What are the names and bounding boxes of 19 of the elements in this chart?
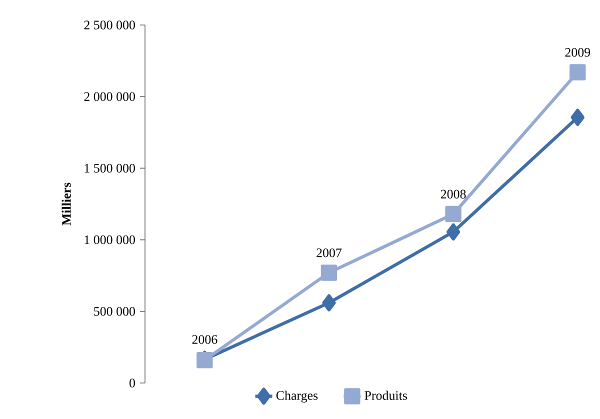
y-axis-title: Milliers — [62, 182, 71, 226]
point — [446, 223, 460, 241]
legend-label: Charges — [276, 390, 318, 403]
x-tick-label: 2006 — [192, 335, 218, 344]
x-tick-label: 2007 — [316, 248, 342, 258]
y-tick-label: 500 000 — [94, 307, 135, 316]
y-tick-label: 2 500 000 — [84, 20, 135, 30]
point — [322, 294, 336, 312]
y-tick-label: 0 — [130, 378, 135, 388]
x-tick-label: 2008 — [440, 190, 466, 199]
y-tick-label: 1 000 000 — [84, 235, 135, 244]
legend-label: Produits — [364, 390, 407, 400]
x-tick-label: 2009 — [565, 48, 590, 57]
y-tick-label: 2 000 000 — [84, 92, 135, 101]
point — [570, 64, 586, 80]
point — [320, 264, 338, 281]
y-tick-label: 1 500 000 — [84, 164, 135, 173]
point — [570, 108, 584, 126]
point — [445, 206, 462, 222]
